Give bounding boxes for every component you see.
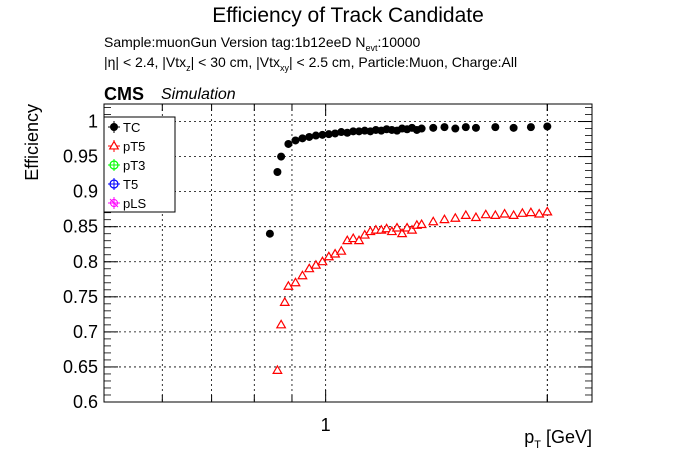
pT5-point (279, 296, 291, 306)
legend-marker (109, 160, 119, 170)
y-tick-label: 0.6 (73, 392, 98, 412)
pT5-point (525, 206, 537, 217)
pT5-point (480, 209, 492, 219)
legend-marker (110, 123, 118, 131)
y-tick-label: 0.9 (73, 182, 98, 202)
pT5-point (517, 207, 528, 217)
TC-point (284, 139, 293, 148)
selection-info-sub-xy: xy (279, 62, 289, 73)
TC-point (417, 124, 426, 133)
legend-marker-star (109, 198, 119, 208)
TC-point (440, 123, 449, 132)
selection-info-sub-z: z (186, 62, 191, 73)
plot-frame (103, 103, 593, 403)
x-axis-title: pT [GeV] (524, 427, 592, 451)
y-tick-label: 0.95 (63, 147, 98, 167)
pT5-point (533, 208, 545, 218)
legend-marker (108, 140, 120, 150)
x-tick-label: 1 (321, 415, 331, 435)
TC-point (331, 129, 340, 138)
TC-point (509, 123, 518, 132)
legend-label: TC (123, 120, 140, 135)
legend-label: pT5 (123, 139, 145, 154)
TC-point (349, 127, 358, 136)
y-tick-label: 0.8 (73, 252, 98, 272)
pT5-point (396, 228, 408, 238)
TC-point (491, 123, 500, 132)
TC-point (305, 132, 314, 141)
pT5-point (401, 222, 413, 232)
sample-info-text: Sample:muonGun Version tag:1b12eeD N (104, 34, 366, 50)
y-tick-label: 1 (88, 112, 98, 132)
TC-point (273, 168, 282, 177)
pT5-point (499, 208, 510, 218)
pT5-point (297, 270, 308, 280)
simulation-label: Simulation (161, 86, 236, 103)
sample-info: Sample:muonGun Version tag:1b12eeD Nevt:… (104, 34, 420, 53)
TC-point (318, 130, 327, 139)
chart-title: Efficiency of Track Candidate (212, 4, 484, 27)
pT5-point (541, 206, 553, 216)
TC-point (277, 152, 286, 161)
pT5-point (490, 209, 501, 220)
TC-point (451, 124, 460, 133)
pT5-point (347, 232, 359, 243)
legend-marker (109, 179, 119, 189)
pT5-point (427, 216, 439, 226)
selection-info-b: | < 30 cm, |Vtx (190, 54, 280, 70)
pT5-point (317, 256, 328, 266)
TC-point (461, 123, 470, 132)
pT5-point (508, 209, 519, 220)
legend-label: pT3 (123, 158, 145, 173)
TC-point (291, 136, 300, 145)
TC-point (298, 134, 307, 143)
TC-point (543, 122, 552, 131)
pT5-point (275, 319, 287, 329)
y-tick-label: 0.85 (63, 217, 98, 237)
legend-marker (110, 199, 118, 207)
TC-point (429, 123, 438, 132)
pT5-point (470, 211, 482, 222)
cms-label: CMS (104, 84, 144, 104)
selection-info-c: | < 2.5 cm, Particle:Muon, Charge:All (288, 54, 518, 70)
y-tick-label: 0.75 (63, 287, 98, 307)
pT5-point (381, 223, 392, 233)
TC-point (471, 123, 480, 132)
sample-info-count: :10000 (377, 34, 421, 50)
TC-point (265, 229, 274, 238)
y-axis-title: Efficiency (22, 104, 42, 181)
y-tick-label: 0.65 (63, 357, 98, 377)
pT5-point (283, 280, 294, 290)
TC-point (337, 128, 346, 137)
legend-label: T5 (123, 177, 138, 192)
selection-info: |η| < 2.4, |Vtxz| < 30 cm, |Vtxxy| < 2.5… (104, 54, 517, 73)
pT5-point (460, 209, 472, 220)
TC-point (324, 130, 333, 139)
TC-point (526, 123, 535, 132)
pT5-point (439, 213, 450, 224)
pT5-point (391, 222, 403, 232)
TC-point (311, 131, 320, 140)
y-tick-label: 0.7 (73, 322, 98, 342)
legend-label: pLS (123, 196, 146, 211)
pT5-point (416, 218, 427, 229)
selection-info-a: |η| < 2.4, |Vtx (104, 54, 187, 70)
pT5-point (290, 277, 301, 287)
pT5-point (353, 235, 365, 245)
pT5-point (272, 364, 283, 374)
pT5-point (406, 224, 418, 234)
sample-info-sub: evt (365, 42, 378, 53)
pT5-point (449, 212, 461, 222)
pT5-point (335, 245, 347, 255)
